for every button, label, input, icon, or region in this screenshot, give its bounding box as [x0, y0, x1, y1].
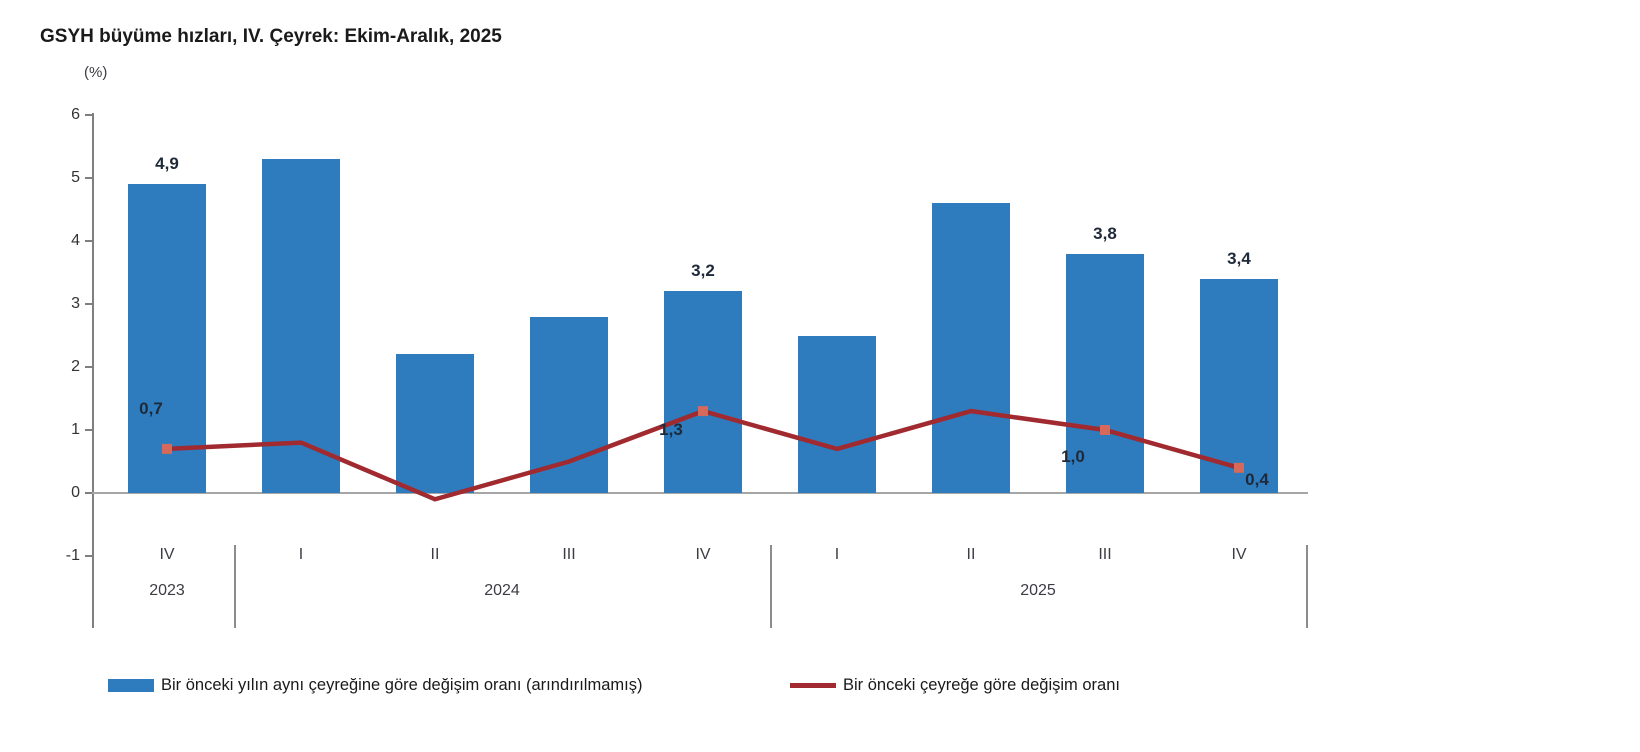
- y-axis-tick-label: 1: [71, 421, 80, 438]
- x-axis-year-label: 2025: [1020, 582, 1056, 599]
- line-series-swatch: [790, 683, 836, 688]
- legend-item-bar-series: Bir önceki yılın aynı çeyreğine göre değ…: [108, 676, 642, 695]
- line-value-label: 0,7: [139, 398, 163, 418]
- bar-series-legend-label: Bir önceki yılın aynı çeyreğine göre değ…: [161, 676, 643, 694]
- bar-value-label: 3,2: [691, 261, 715, 281]
- x-axis-year-label: 2024: [484, 582, 520, 599]
- y-axis-tick-label: 2: [71, 358, 80, 375]
- x-axis-quarter-label: III: [1098, 546, 1112, 563]
- bar: [262, 159, 340, 493]
- y-axis-tick-label: 5: [71, 169, 80, 186]
- line-value-label: 1,3: [659, 420, 683, 440]
- x-axis-quarter-label: I: [834, 546, 840, 563]
- y-axis-tick-mark: [85, 240, 92, 242]
- y-axis-tick-mark: [85, 177, 92, 179]
- bar: [664, 291, 742, 493]
- y-axis-tick-label: 4: [71, 232, 80, 249]
- bar-series-swatch: [108, 679, 154, 692]
- x-axis-quarter-label: II: [430, 546, 440, 563]
- y-axis-line: [92, 113, 94, 628]
- y-axis-tick-mark: [85, 555, 92, 557]
- line-value-label: 0,4: [1245, 469, 1269, 489]
- bar: [1200, 278, 1278, 493]
- x-axis-quarter-label: IV: [695, 546, 711, 563]
- x-axis-year-label: 2023: [149, 582, 185, 599]
- bar: [932, 203, 1010, 493]
- y-axis-tick-label: 3: [71, 295, 80, 312]
- x-axis-quarter-label: II: [966, 546, 976, 563]
- bar-value-label: 3,8: [1093, 223, 1117, 243]
- x-axis-quarter-label: I: [298, 546, 304, 563]
- y-axis-tick-mark: [85, 366, 92, 368]
- y-axis-tick-label: 0: [71, 484, 80, 501]
- y-axis-tick-label: -1: [65, 547, 80, 564]
- x-axis-quarter-label: IV: [159, 546, 175, 563]
- legend: Bir önceki yılın aynı çeyreğine göre değ…: [0, 676, 1640, 706]
- legend-item-line-series: Bir önceki çeyreğe göre değişim oranı: [790, 676, 1120, 695]
- bar: [530, 316, 608, 493]
- y-axis-tick-mark: [85, 429, 92, 431]
- y-axis-tick-label: 6: [71, 106, 80, 123]
- year-group-separator: [1306, 545, 1308, 628]
- y-axis-tick-mark: [85, 114, 92, 116]
- bar: [798, 335, 876, 493]
- x-axis-quarter-label: IV: [1231, 546, 1247, 563]
- year-group-separator: [770, 545, 772, 628]
- bar-value-label: 4,9: [155, 154, 179, 174]
- bar-value-label: 3,4: [1227, 248, 1251, 268]
- x-axis-quarter-label: III: [562, 546, 576, 563]
- chart-title: GSYH büyüme hızları, IV. Çeyrek: Ekim-Ar…: [40, 26, 502, 47]
- bar: [396, 354, 474, 493]
- y-axis-unit-label: (%): [84, 64, 108, 81]
- line-series-legend-label: Bir önceki çeyreğe göre değişim oranı: [843, 676, 1120, 694]
- year-group-separator: [234, 545, 236, 628]
- y-axis-tick-mark: [85, 303, 92, 305]
- line-value-label: 1,0: [1061, 447, 1085, 466]
- y-axis-tick-mark: [85, 492, 92, 494]
- bar: [128, 184, 206, 493]
